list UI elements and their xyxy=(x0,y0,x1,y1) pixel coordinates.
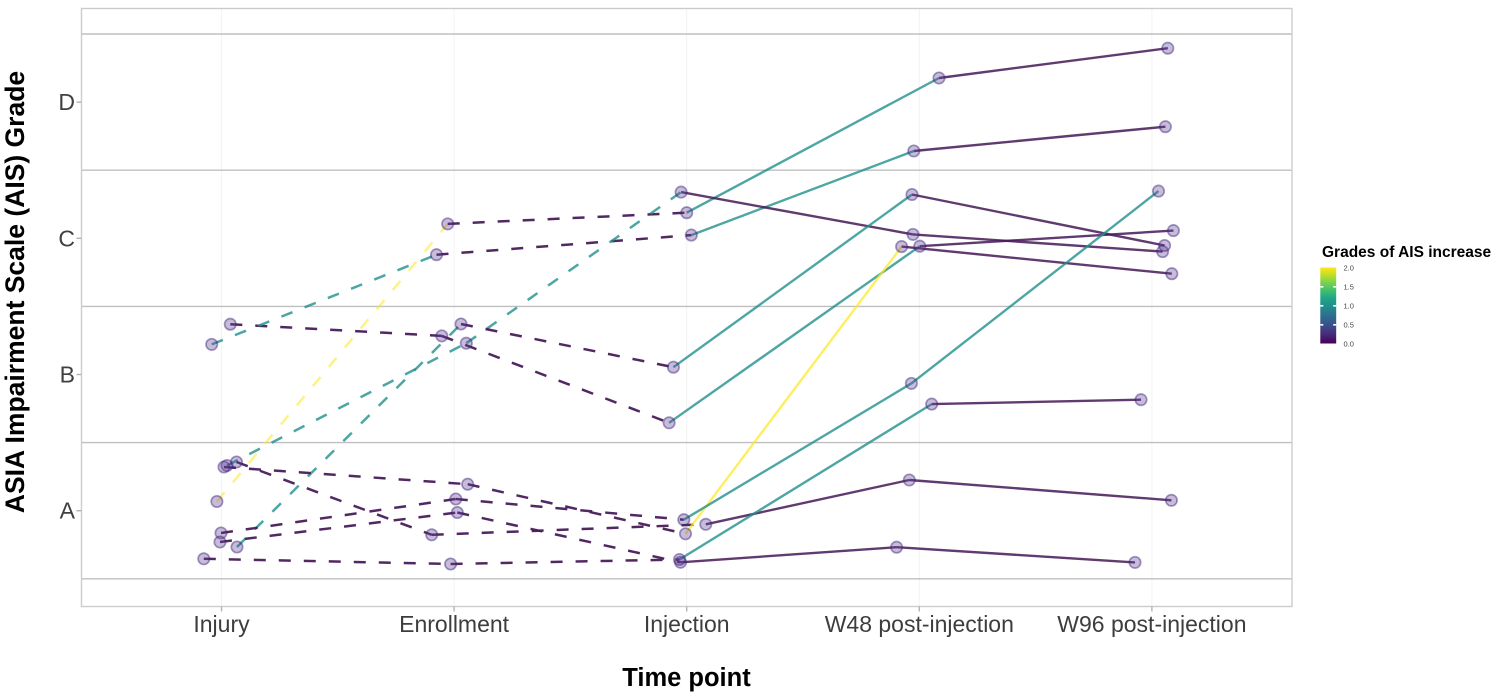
svg-text:0.5: 0.5 xyxy=(1344,320,1354,329)
svg-text:0.0: 0.0 xyxy=(1344,339,1354,348)
svg-text:Injection: Injection xyxy=(644,611,730,637)
svg-text:Injury: Injury xyxy=(193,611,250,637)
svg-text:Enrollment: Enrollment xyxy=(399,611,510,637)
svg-text:B: B xyxy=(60,362,75,388)
svg-text:A: A xyxy=(60,498,76,524)
svg-text:Grades of AIS increase: Grades of AIS increase xyxy=(1322,244,1492,261)
svg-text:1.5: 1.5 xyxy=(1344,282,1354,291)
svg-text:1.0: 1.0 xyxy=(1344,301,1354,310)
svg-text:W48 post-injection: W48 post-injection xyxy=(825,611,1014,637)
svg-text:C: C xyxy=(58,225,75,251)
svg-text:ASIA Impairment Scale (AIS) Gr: ASIA Impairment Scale (AIS) Grade xyxy=(0,71,30,513)
svg-text:2.0: 2.0 xyxy=(1344,263,1354,272)
svg-text:D: D xyxy=(58,89,75,115)
svg-text:Time point: Time point xyxy=(622,664,751,692)
svg-text:W96 post-injection: W96 post-injection xyxy=(1057,611,1246,637)
